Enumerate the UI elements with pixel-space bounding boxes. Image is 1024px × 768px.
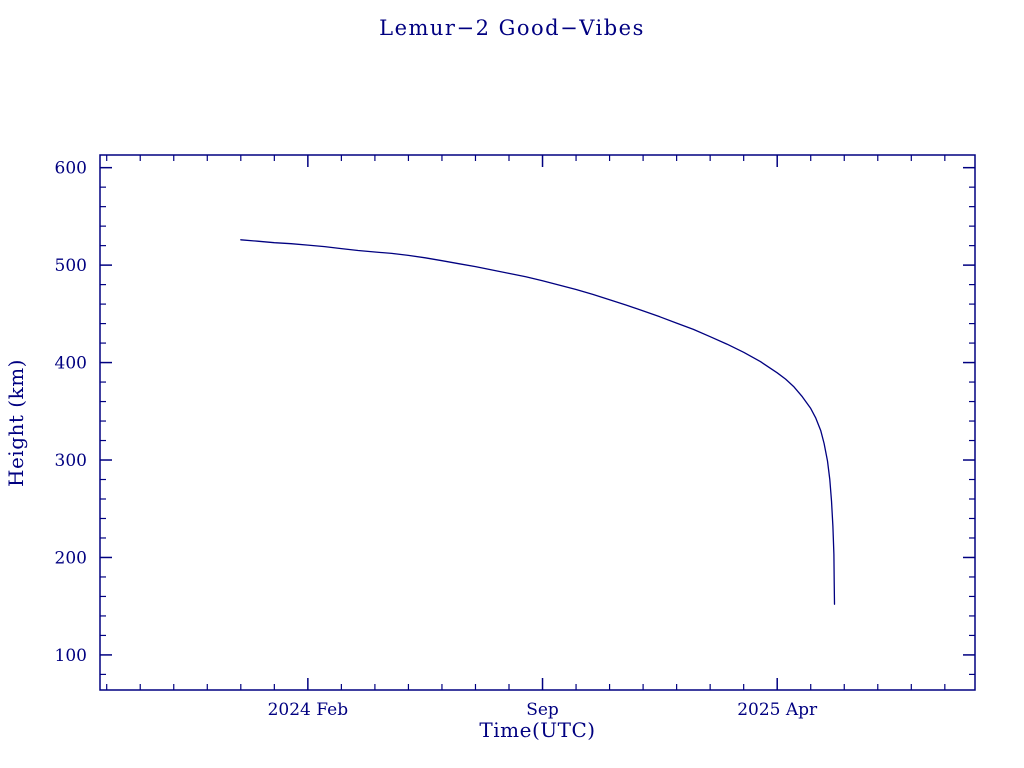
x-tick-label: 2024 Feb xyxy=(268,700,349,720)
y-axis-label: Height (km) xyxy=(4,359,28,487)
x-tick-label: Sep xyxy=(526,700,559,720)
x-tick-label: 2025 Apr xyxy=(737,700,818,720)
y-tick-label: 500 xyxy=(55,256,87,276)
y-tick-label: 100 xyxy=(55,646,87,666)
decay-curve xyxy=(240,239,836,605)
plot-frame xyxy=(99,154,976,691)
y-tick-label: 600 xyxy=(55,159,87,179)
y-tick-label: 300 xyxy=(55,451,87,471)
y-tick-label: 200 xyxy=(55,548,87,568)
x-axis-label: Time(UTC) xyxy=(479,718,596,742)
y-tick-label: 400 xyxy=(55,354,87,374)
chart-title: Lemur−2 Good−Vibes xyxy=(379,16,645,40)
